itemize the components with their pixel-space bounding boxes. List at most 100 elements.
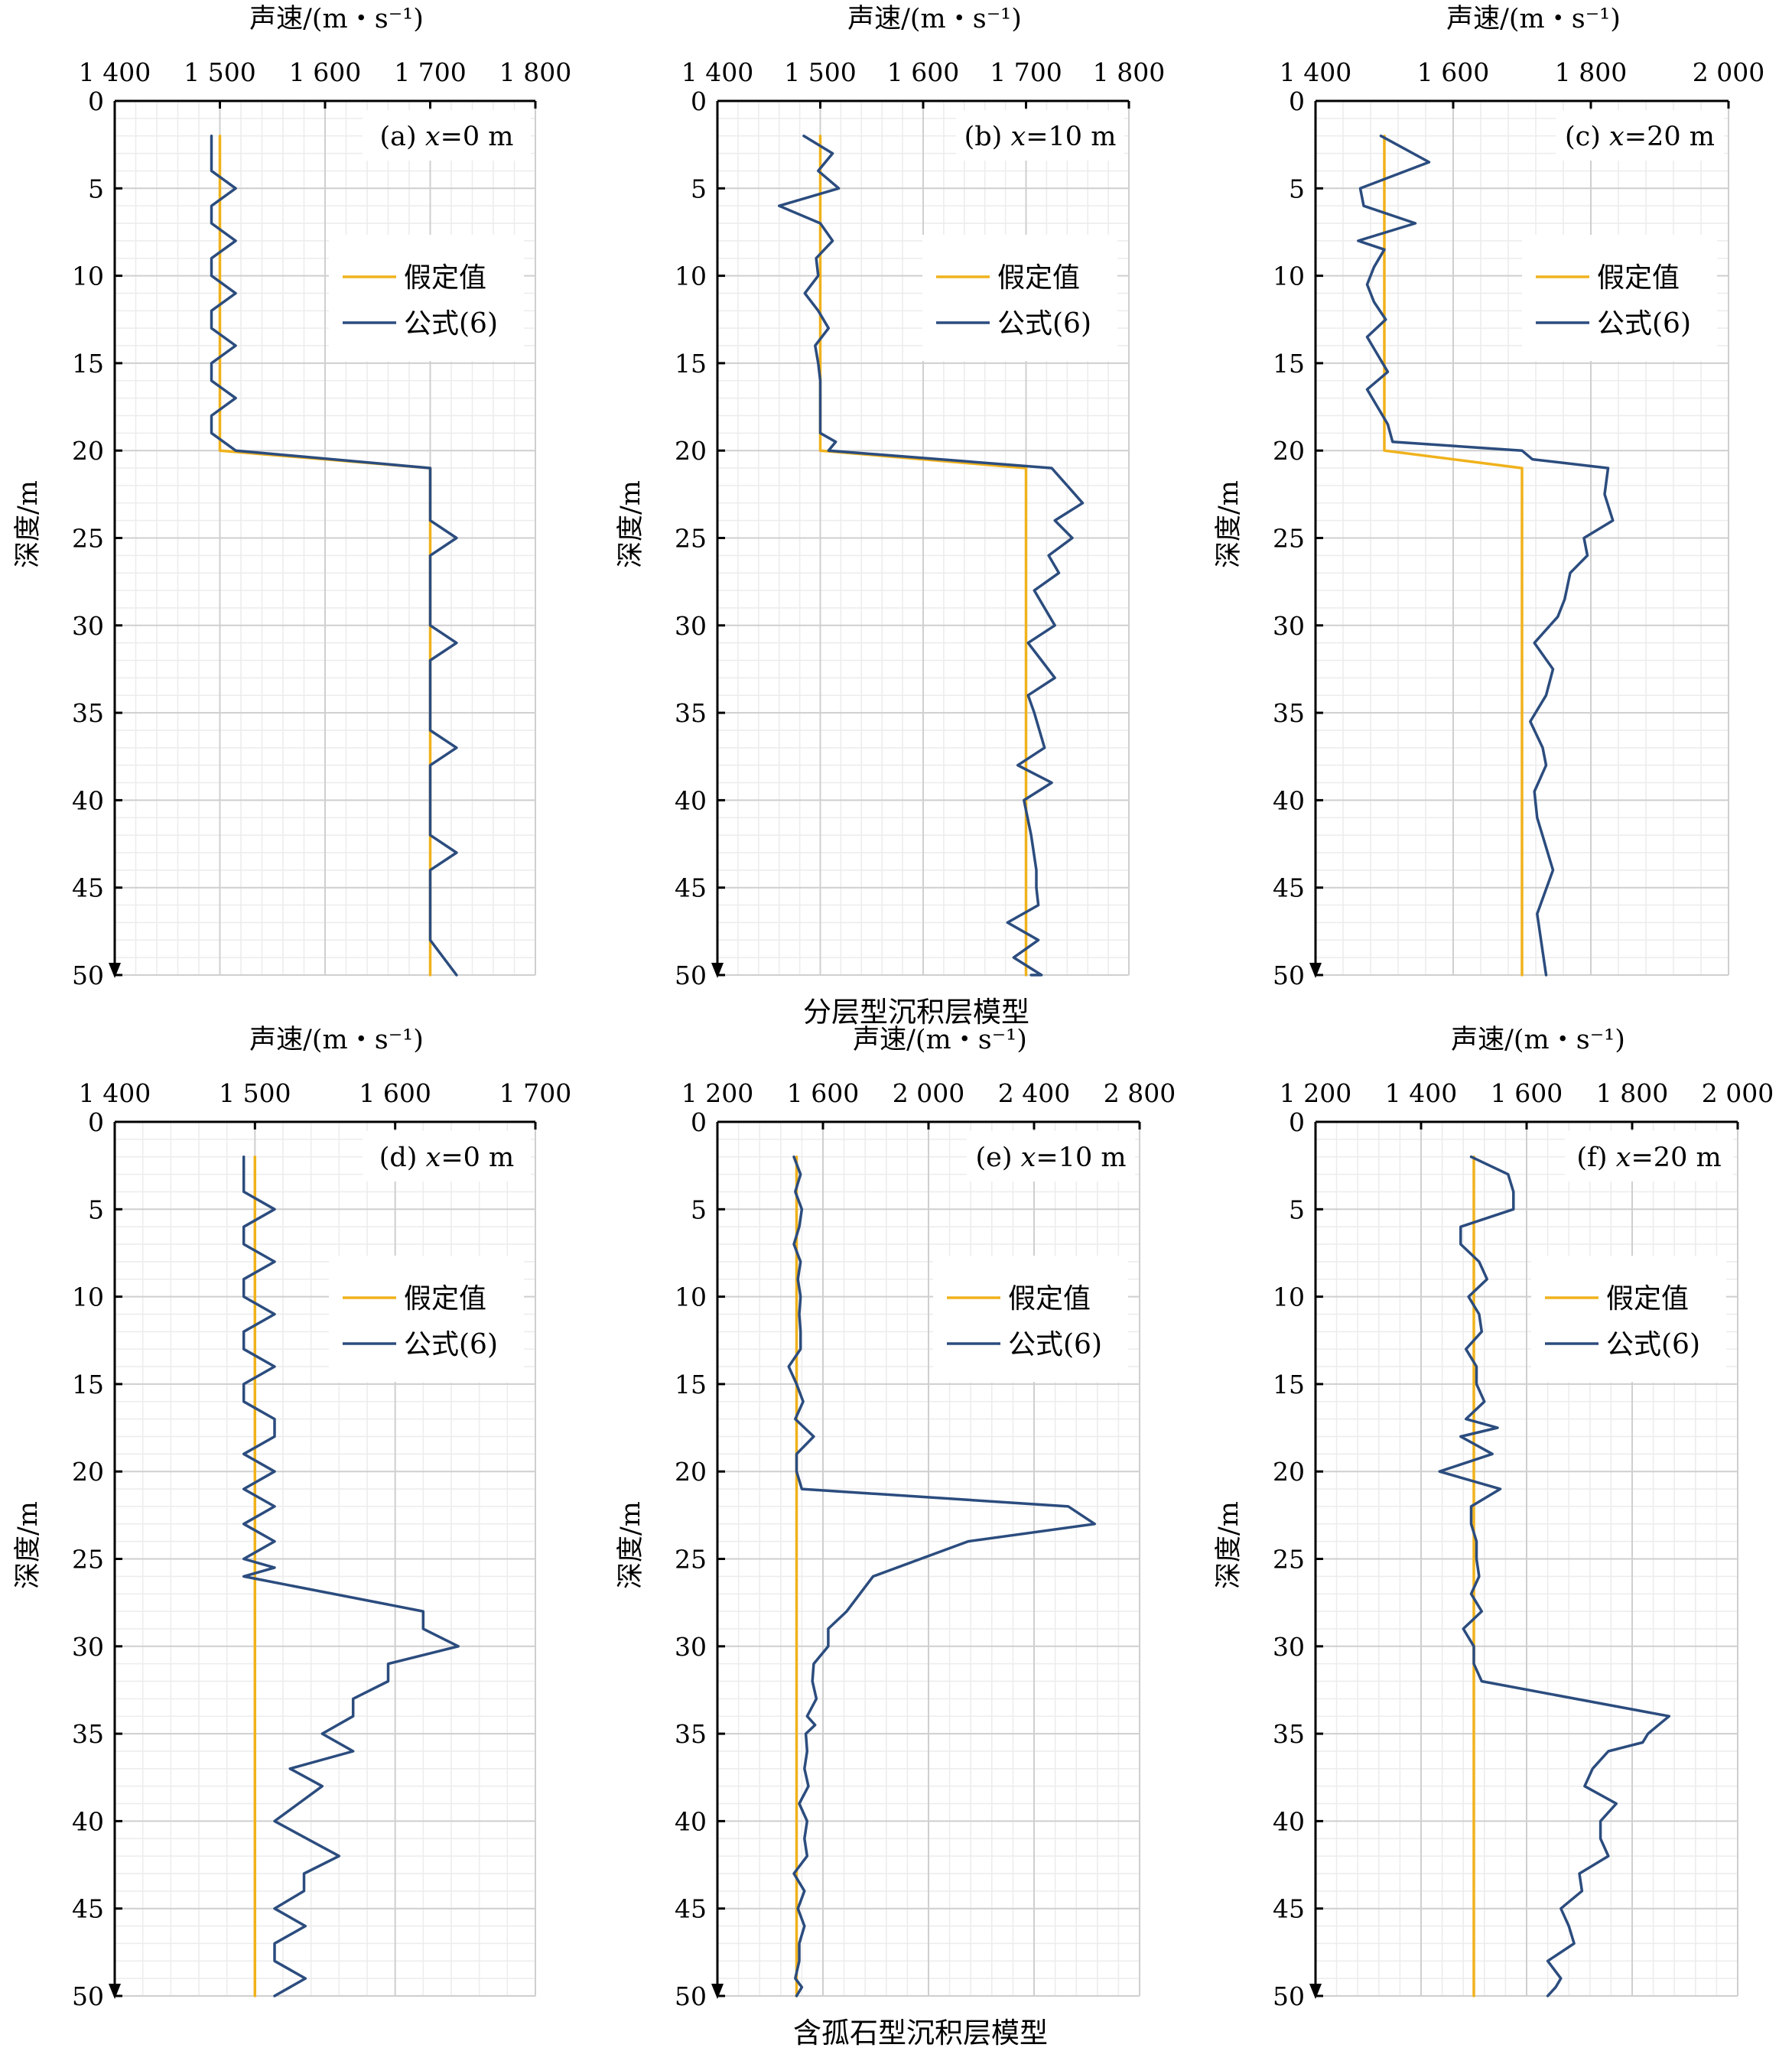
x-tick-label: 1 700 (394, 57, 466, 87)
panel-label-var: x (1609, 122, 1625, 152)
y-tick-label: 10 (1273, 262, 1305, 291)
series-line-formula (787, 1155, 1097, 1997)
chart-panel-f: 1 200 1 400 1 600 1 800 2 000 0 5 10 15 20 25 30 35 4… (1214, 1025, 1774, 2011)
panel-label-var: x (1616, 1143, 1631, 1173)
y-tick-label: 5 (1289, 1195, 1305, 1224)
y-tick-label: 5 (88, 174, 104, 203)
legend-box (1531, 1256, 1726, 1382)
x-tick-label: 2 800 (1104, 1078, 1176, 1108)
y-tick-label: 20 (1273, 1457, 1305, 1487)
y-tick-label: 50 (72, 960, 104, 990)
y-tick-label: 50 (675, 960, 707, 990)
panel-label-value: =20 m (1625, 122, 1715, 152)
y-tick-label: 25 (72, 1545, 104, 1575)
series-line-formula (1357, 134, 1615, 977)
x-tick-label: 1 400 (1280, 57, 1351, 87)
caption-boulder-model: 含孤石型沉积层模型 (793, 2017, 1048, 2049)
panel-label-label: (d) (379, 1143, 426, 1173)
legend-box (329, 1256, 524, 1382)
y-tick-label: 0 (88, 86, 104, 116)
y-tick-label: 35 (675, 698, 707, 728)
panel-label-value: =0 m (441, 122, 514, 152)
y-tick-label: 40 (72, 1806, 104, 1836)
y-axis-title: 深度/m (13, 1501, 44, 1589)
y-axis-arrow-icon (109, 1984, 121, 1999)
panel-label-value: =10 m (1036, 1143, 1126, 1173)
y-tick-label: 10 (675, 262, 707, 291)
y-tick-label: 15 (1273, 349, 1305, 379)
y-axis-arrow-icon (109, 963, 121, 978)
panel-label: (e) x=10 m (975, 1143, 1126, 1173)
x-tick-label: 1 600 (1491, 1078, 1563, 1108)
panel-label-var: x (1021, 1143, 1036, 1173)
y-tick-label: 45 (675, 1894, 707, 1924)
y-tick-label: 25 (72, 524, 104, 554)
y-tick-label: 45 (72, 873, 104, 903)
x-axis-title: 声速/(m・s⁻¹) (847, 4, 1022, 34)
panel-label: (f) x=20 m (1576, 1143, 1721, 1173)
chart-panel-e: 1 200 1 600 2 000 2 400 2 800 0 5 10 15 20 25 30 35 4… (616, 1025, 1176, 2011)
y-axis-arrow-icon (711, 1984, 724, 1999)
x-axis-title: 声速/(m・s⁻¹) (249, 4, 424, 34)
y-tick-label: 30 (1273, 1632, 1305, 1662)
y-tick-label: 45 (72, 1894, 104, 1924)
y-tick-label: 30 (675, 611, 707, 641)
y-tick-label: 10 (675, 1282, 707, 1312)
y-tick-label: 20 (675, 436, 707, 466)
y-tick-label: 15 (1273, 1370, 1305, 1399)
y-tick-label: 20 (72, 1457, 104, 1487)
y-tick-label: 40 (675, 785, 707, 815)
y-tick-label: 40 (1273, 785, 1305, 815)
y-axis-title: 深度/m (1214, 1501, 1244, 1589)
y-tick-label: 15 (675, 349, 707, 379)
y-tick-label: 50 (72, 1981, 104, 2011)
y-tick-label: 0 (1289, 86, 1305, 116)
x-tick-label: 1 200 (681, 1078, 753, 1108)
panel-label: (c) x=20 m (1565, 122, 1715, 152)
x-tick-label: 1 800 (1093, 57, 1165, 87)
x-tick-label: 1 600 (289, 57, 361, 87)
y-tick-label: 35 (1273, 1719, 1305, 1749)
y-tick-label: 5 (88, 1195, 104, 1224)
y-axis-arrow-icon (1309, 1984, 1322, 1999)
y-tick-label: 10 (1273, 1282, 1305, 1312)
chart-panel-c: 1 400 1 600 1 800 2 000 0 5 10 15 20 25 30 35 40 45 50… (1214, 4, 1764, 990)
panel-label-var: x (1010, 122, 1026, 152)
y-axis-title: 深度/m (616, 480, 646, 568)
y-tick-label: 20 (72, 436, 104, 466)
series-line-assumed (1383, 134, 1524, 977)
y-tick-label: 0 (88, 1107, 104, 1137)
y-tick-label: 30 (675, 1632, 707, 1662)
x-axis-title: 声速/(m・s⁻¹) (1446, 4, 1621, 34)
legend-label-assumed: 假定值 (1597, 262, 1680, 294)
y-tick-label: 10 (72, 1282, 104, 1312)
x-tick-label: 2 400 (998, 1078, 1070, 1108)
legend-box (329, 235, 524, 361)
y-tick-label: 45 (675, 873, 707, 903)
y-tick-label: 35 (72, 698, 104, 728)
y-axis-arrow-icon (711, 963, 724, 978)
panel-label-var: x (425, 122, 441, 152)
panel-label: (a) x=0 m (380, 122, 514, 152)
legend-label-assumed: 假定值 (404, 262, 486, 294)
x-tick-label: 1 500 (219, 1078, 291, 1108)
legend-label-formula: 公式(6) (404, 308, 498, 340)
legend-label-assumed: 假定值 (404, 1283, 486, 1315)
x-tick-label: 1 700 (990, 57, 1062, 87)
series-line-formula (1438, 1155, 1671, 1997)
legend-label-assumed: 假定值 (1008, 1283, 1091, 1315)
panel-label: (d) x=0 m (379, 1143, 515, 1173)
x-tick-label: 1 400 (79, 57, 151, 87)
legend-label-formula: 公式(6) (997, 308, 1091, 340)
y-tick-label: 35 (72, 1719, 104, 1749)
x-tick-label: 1 500 (784, 57, 856, 87)
y-tick-label: 30 (72, 1632, 104, 1662)
panel-label-value: =10 m (1026, 122, 1116, 152)
x-tick-label: 1 600 (787, 1078, 859, 1108)
panel-label-label: (b) (964, 122, 1011, 152)
y-tick-label: 50 (675, 1981, 707, 2011)
y-tick-label: 10 (72, 262, 104, 291)
y-tick-label: 5 (691, 1195, 707, 1224)
y-tick-label: 35 (675, 1719, 707, 1749)
